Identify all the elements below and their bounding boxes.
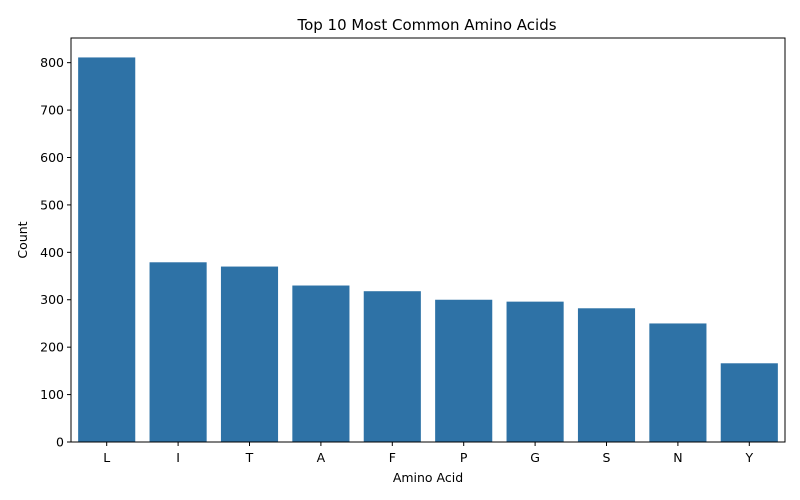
bars-group — [78, 57, 778, 442]
x-tick-label: S — [603, 450, 611, 465]
bar-A — [292, 285, 350, 442]
y-tick-label: 200 — [40, 340, 64, 355]
bar-P — [435, 299, 493, 442]
x-tick-label: I — [176, 450, 180, 465]
x-tick-label: P — [460, 450, 468, 465]
plot-frame — [70, 37, 786, 443]
bar-F — [363, 291, 421, 442]
x-tick-label: F — [389, 450, 396, 465]
y-axis-title: Count — [15, 221, 30, 258]
x-tick-label: T — [245, 450, 254, 465]
x-tick-label: A — [317, 450, 326, 465]
x-tick-label: G — [530, 450, 540, 465]
bar-Y — [720, 363, 778, 442]
y-axis: 0 100 200 300 400 500 600 700 800 — [40, 55, 71, 450]
y-tick-label: 800 — [40, 55, 64, 70]
y-tick-label: 700 — [40, 103, 64, 118]
y-tick-label: 100 — [40, 387, 64, 402]
bar-L — [78, 57, 136, 442]
y-tick-label: 300 — [40, 292, 64, 307]
bar-S — [577, 308, 636, 442]
chart-title: Top 10 Most Common Amino Acids — [296, 16, 556, 34]
x-tick-label: Y — [744, 450, 753, 465]
y-tick-label: 0 — [56, 435, 64, 450]
y-tick-label: 600 — [40, 150, 64, 165]
y-tick-label: 500 — [40, 197, 64, 212]
x-tick-label: L — [103, 450, 110, 465]
y-tick-label: 400 — [40, 245, 64, 260]
x-axis-title: Amino Acid — [393, 470, 463, 485]
bar-T — [220, 266, 279, 442]
bar-I — [149, 262, 207, 442]
bar-G — [506, 301, 564, 442]
bar-N — [649, 323, 707, 442]
x-tick-label: N — [673, 450, 682, 465]
